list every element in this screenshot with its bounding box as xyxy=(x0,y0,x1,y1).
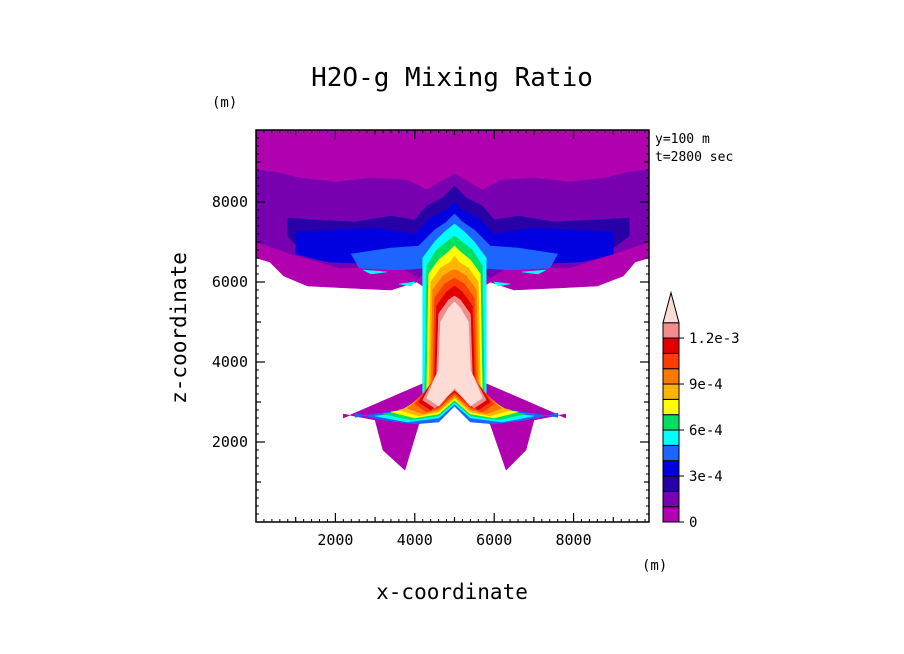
x-tick-label: 4000 xyxy=(397,531,433,549)
y-axis: 2000 4000 6000 8000 xyxy=(212,137,649,515)
colorbar-swatch xyxy=(662,368,680,385)
colorbar: 0 3e-4 6e-4 9e-4 1.2e-3 xyxy=(662,290,740,531)
colorbar-tick-label: 9e-4 xyxy=(689,377,723,393)
colorbar-swatch xyxy=(662,322,680,339)
colorbar-extend-arrow xyxy=(662,290,680,324)
contour-band xyxy=(521,269,547,275)
y-axis-title: z-coordinate xyxy=(167,252,191,404)
contour-band xyxy=(493,281,511,287)
colorbar-swatch xyxy=(662,414,680,431)
contour-band xyxy=(426,301,483,407)
x-tick-label: 2000 xyxy=(317,531,353,549)
colorbar-swatch xyxy=(662,460,680,477)
x-unit-label: (m) xyxy=(642,558,667,574)
contour-band xyxy=(398,281,416,287)
colorbar-swatch xyxy=(662,444,680,462)
contour-band xyxy=(342,369,566,471)
contour-band xyxy=(362,269,388,275)
plot-area xyxy=(255,129,650,523)
annotation-y-position: y=100 m xyxy=(655,132,710,147)
y-tick-label: 2000 xyxy=(212,433,248,451)
colorbar-swatch xyxy=(662,398,680,416)
chart-title: H2O-g Mixing Ratio xyxy=(311,63,593,93)
colorbar-tick-label: 0 xyxy=(689,515,697,531)
colorbar-swatch xyxy=(662,475,680,492)
y-tick-label: 8000 xyxy=(212,193,248,211)
x-tick-label: 8000 xyxy=(556,531,592,549)
colorbar-tick-label: 3e-4 xyxy=(689,469,723,485)
colorbar-tick-label: 1.2e-3 xyxy=(689,331,740,347)
x-axis: 2000 4000 6000 8000 xyxy=(263,130,646,549)
annotation-time: t=2800 sec xyxy=(655,150,733,165)
colorbar-swatch xyxy=(662,337,680,354)
y-unit-label: (m) xyxy=(212,95,237,111)
colorbar-swatch xyxy=(662,506,680,523)
plot-frame xyxy=(255,129,650,523)
colorbar-swatch xyxy=(662,490,680,508)
x-axis-title: x-coordinate xyxy=(376,580,528,604)
colorbar-swatch xyxy=(662,383,680,400)
y-tick-label: 4000 xyxy=(212,353,248,371)
x-tick-label: 6000 xyxy=(476,531,512,549)
colorbar-swatch xyxy=(662,352,680,370)
y-tick-label: 6000 xyxy=(212,273,248,291)
colorbar-swatch xyxy=(662,429,680,446)
colorbar-tick-label: 6e-4 xyxy=(689,423,723,439)
